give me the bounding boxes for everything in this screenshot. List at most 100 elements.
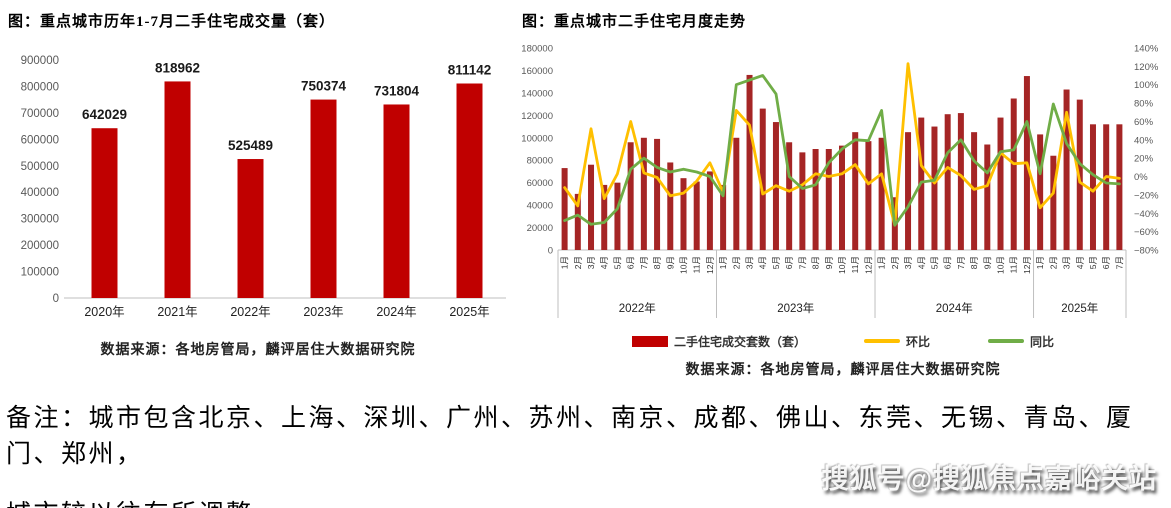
value-label-2020年: 642029 (82, 107, 127, 122)
month-label: 6月 (1101, 256, 1111, 269)
month-label: 2月 (1048, 256, 1058, 269)
value-label-2025年: 811142 (448, 62, 492, 77)
month-label: 5月 (771, 256, 781, 269)
volume-bar-m11 (693, 181, 700, 250)
month-label: 7月 (956, 256, 966, 269)
x-label-2022年: 2022年 (230, 305, 270, 319)
month-label: 4月 (916, 256, 926, 269)
value-label-2024年: 731804 (374, 83, 420, 98)
month-label: 4月 (758, 256, 768, 269)
year-label-2024年: 2024年 (936, 301, 973, 315)
chart2-left-tick: 160000 (521, 66, 553, 77)
volume-series-swatch (631, 335, 668, 347)
month-label: 4月 (1075, 256, 1085, 269)
month-label: 6月 (943, 256, 953, 269)
chart1-source: 数据来源：各地房管局，麟评居住大数据研究院 (100, 343, 416, 358)
x-label-2023年: 2023年 (303, 305, 343, 319)
month-label: 5月 (929, 256, 939, 269)
chart2-left-tick: 100000 (521, 133, 553, 144)
month-label: 3月 (1062, 256, 1072, 269)
chart2-left-tick: 0 (548, 246, 553, 257)
volume-bar-m35 (1010, 98, 1017, 250)
volume-bar-m39 (1063, 89, 1070, 250)
month-label: 3月 (586, 256, 596, 269)
chart2-right-tick: −60% (1134, 227, 1159, 238)
tongbi-series-swatch (988, 339, 1024, 343)
volume-bar-m29 (931, 126, 938, 250)
volume-bar-m24 (865, 141, 872, 250)
volume-bar-m3 (588, 164, 595, 250)
month-label: 3月 (745, 256, 755, 269)
volume-bar-m30 (944, 114, 951, 250)
chart2-left-tick: 140000 (521, 88, 553, 99)
month-label: 2月 (573, 256, 583, 269)
note-line-2: 城市较以往有所调整。 (6, 494, 1170, 508)
chart2-legend: 二手住宅成交套数（套） 环比 同比 (518, 331, 1168, 351)
tongbi-line (563, 74, 1121, 227)
chart1-y-tick: 300000 (21, 214, 59, 226)
chart1-y-tick: 800000 (21, 81, 59, 93)
chart2-right-tick: 40% (1134, 135, 1154, 146)
chart2-source: 数据来源：各地房管局，麟评居住大数据研究院 (685, 363, 1001, 378)
volume-bar-m5 (614, 182, 621, 250)
chart2-section: 图：重点城市二手住宅月度走势 0 20000 40000 60000 80000 1000… (518, 6, 1168, 379)
chart1-title: 图：重点城市历年1-7月二手住宅成交量（套） (8, 14, 335, 30)
chart2-left-tick: 20000 (527, 223, 553, 234)
chart1-y-tick: 600000 (21, 134, 59, 146)
chart2-right-tick: 0% (1134, 172, 1148, 183)
month-label: 1月 (560, 256, 570, 269)
month-label: 9月 (824, 256, 834, 269)
legend-label-tongbi: 同比 (1030, 334, 1055, 349)
legend-item-tongbi: 同比 (988, 333, 1054, 350)
chart1-y-tick: 0 (53, 293, 59, 305)
chart2-right-tick: −80% (1134, 246, 1159, 257)
x-label-2024年: 2024年 (376, 305, 416, 319)
month-label: 7月 (797, 256, 807, 269)
chart2-right-tick: −40% (1134, 209, 1159, 220)
value-label-2023年: 750374 (301, 79, 347, 94)
bar-2024年 (383, 104, 410, 298)
value-label-2022年: 525489 (228, 138, 273, 153)
month-label: 2月 (890, 256, 900, 269)
volume-bar-m15 (746, 74, 753, 250)
chart2-right-tick: 120% (1134, 62, 1159, 73)
volume-bar-m14 (733, 137, 740, 250)
chart1-y-tick: 400000 (21, 187, 59, 199)
volume-bar-m13 (720, 184, 727, 250)
month-label: 1月 (718, 256, 728, 269)
chart1-section: 图：重点城市历年1-7月二手住宅成交量（套） 0 100000 200000 3000… (4, 6, 512, 359)
month-label: 10月 (678, 256, 688, 274)
volume-bar-m1 (561, 168, 568, 250)
volume-bar-m10 (680, 178, 687, 250)
month-label: 10月 (996, 256, 1006, 274)
bar-2022年 (237, 159, 264, 298)
x-label-2025年: 2025年 (449, 305, 489, 319)
chart2-left-tick: 80000 (527, 156, 553, 167)
month-label: 2月 (731, 256, 741, 269)
month-label: 1月 (877, 256, 887, 269)
huanbi-series-swatch (863, 339, 900, 343)
bar-2023年 (310, 99, 337, 298)
volume-bar-m43 (1116, 124, 1123, 250)
chart2-right-tick: −20% (1134, 190, 1159, 201)
month-label: 8月 (652, 256, 662, 269)
volume-bar-m25 (878, 137, 885, 250)
month-label: 10月 (837, 256, 847, 274)
volume-bar-m21 (825, 149, 832, 250)
chart2-left-tick: 60000 (527, 178, 553, 189)
month-label: 12月 (705, 256, 715, 274)
chart1-y-tick: 200000 (21, 240, 59, 252)
month-label: 11月 (692, 256, 702, 273)
chart2-title: 图：重点城市二手住宅月度走势 (522, 14, 747, 30)
chart1-y-tick: 500000 (21, 161, 59, 173)
month-label: 4月 (599, 256, 609, 269)
volume-bar-m19 (799, 152, 806, 250)
month-label: 7月 (1114, 256, 1124, 269)
chart1-y-tick: 700000 (21, 108, 59, 120)
chart2-left-tick: 120000 (521, 111, 553, 122)
month-label: 11月 (850, 256, 860, 273)
chart2-left-tick: 180000 (521, 44, 553, 55)
chart2-right-tick: 100% (1134, 80, 1159, 91)
chart1-y-tick: 100000 (21, 267, 59, 279)
value-label-2021年: 818962 (155, 60, 200, 75)
